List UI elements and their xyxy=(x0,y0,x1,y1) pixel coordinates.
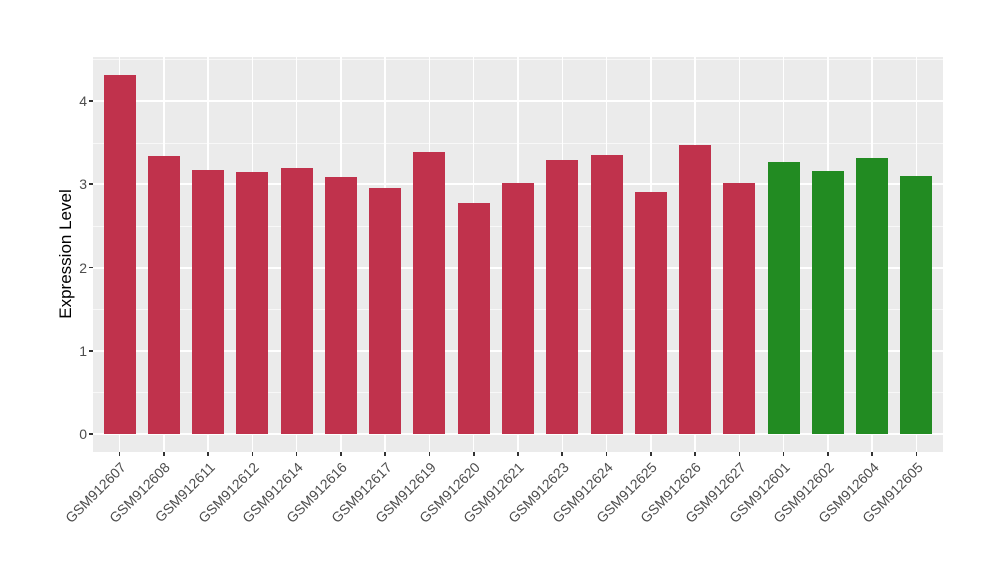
bar xyxy=(502,182,534,434)
x-tick-mark xyxy=(561,452,564,456)
x-tick-mark xyxy=(384,452,386,456)
bar xyxy=(192,170,225,434)
x-tick-mark xyxy=(605,452,608,456)
x-tick-mark xyxy=(163,452,165,456)
bar xyxy=(856,158,889,434)
bar xyxy=(236,171,269,434)
y-tick-mark xyxy=(89,183,93,186)
x-tick-mark xyxy=(650,452,652,456)
bar xyxy=(634,191,667,434)
y-tick-label: 3 xyxy=(79,176,87,193)
bar xyxy=(324,176,357,434)
x-tick-mark xyxy=(517,452,519,456)
y-tick-mark xyxy=(89,433,93,435)
y-tick-label: 0 xyxy=(79,426,87,442)
bar xyxy=(147,155,180,434)
bar xyxy=(590,155,623,434)
x-tick-mark xyxy=(694,452,696,456)
bar xyxy=(679,145,712,434)
y-tick-label: 2 xyxy=(79,259,87,276)
y-tick-mark xyxy=(89,266,93,269)
y-tick-mark xyxy=(89,349,93,352)
x-tick-mark xyxy=(251,452,254,456)
x-tick-mark xyxy=(340,452,342,456)
bar xyxy=(413,151,446,434)
x-tick-mark xyxy=(827,452,829,456)
x-tick-mark xyxy=(428,452,431,456)
bar xyxy=(280,168,313,434)
bar xyxy=(900,175,933,434)
bar xyxy=(811,170,844,434)
bar xyxy=(723,182,756,434)
y-tick-label: 1 xyxy=(79,342,87,359)
y-tick-label: 4 xyxy=(79,93,87,109)
bar xyxy=(457,202,490,434)
y-tick-mark xyxy=(89,100,93,102)
bar xyxy=(546,160,579,434)
bar xyxy=(103,75,136,434)
x-tick-mark xyxy=(472,452,475,456)
x-tick-mark xyxy=(118,452,121,456)
x-tick-mark xyxy=(915,452,918,456)
x-tick-mark xyxy=(871,452,873,456)
plot-panel xyxy=(93,57,943,452)
bar xyxy=(767,161,800,434)
x-tick-mark xyxy=(207,452,209,456)
x-tick-mark xyxy=(295,452,298,456)
bar xyxy=(369,188,402,434)
x-tick-mark xyxy=(782,452,785,456)
y-axis-title: Expression Level xyxy=(56,189,75,319)
x-tick-mark xyxy=(738,452,741,456)
